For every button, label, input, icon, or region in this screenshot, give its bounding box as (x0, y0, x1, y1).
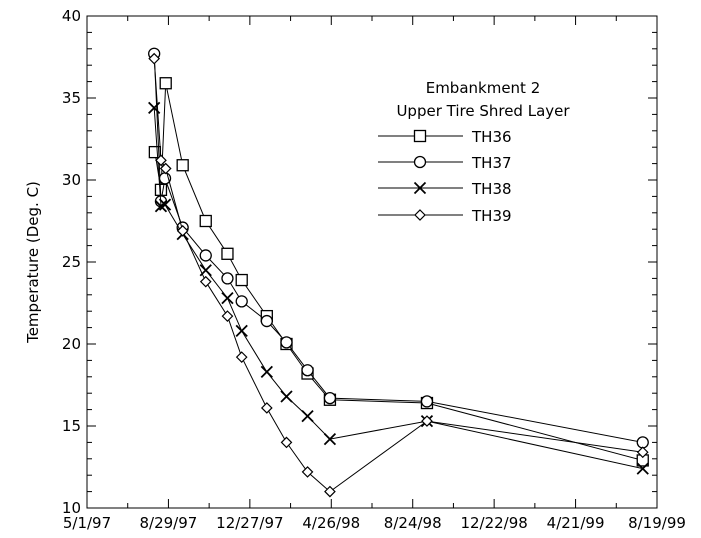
legend-item-th39: TH39 (378, 207, 512, 225)
axis-ticks (87, 16, 657, 508)
legend-title-line-1: Embankment 2 (426, 79, 541, 97)
legend-title-line-2: Upper Tire Shred Layer (396, 102, 570, 120)
x-tick-label: 12/22/98 (460, 514, 527, 532)
th38-point (281, 391, 292, 402)
th38-point (222, 293, 233, 304)
th37-point (236, 296, 247, 307)
y-tick-label: 15 (62, 417, 81, 435)
th39-point (282, 437, 292, 447)
y-axis-label: Temperature (Deg. C) (24, 181, 42, 344)
th36-point (160, 78, 171, 89)
legend-marker-th39 (415, 210, 425, 220)
th36-point (236, 275, 247, 286)
x-tick-label: 8/24/98 (384, 514, 442, 532)
legend-marker-th36 (415, 131, 426, 142)
th37-point (200, 250, 211, 261)
x-tick-labels: 5/1/97 8/29/97 12/27/97 4/26/98 8/24/98 12/22… (63, 514, 686, 532)
y-tick-label: 30 (62, 171, 81, 189)
y-tick-label: 40 (62, 7, 81, 25)
legend-label-th38: TH38 (471, 180, 512, 198)
th36-point (222, 248, 233, 259)
th38-point (302, 411, 313, 422)
y-tick-label: 10 (62, 499, 81, 517)
x-tick-label: 8/29/97 (140, 514, 198, 532)
th37-point (324, 393, 335, 404)
th37-point (637, 437, 648, 448)
th36-point (200, 216, 211, 227)
legend-label-th36: TH36 (471, 128, 512, 146)
legend-label-th37: TH37 (471, 154, 512, 172)
th37-point (302, 365, 313, 376)
th37-point (281, 337, 292, 348)
th39-point (201, 277, 211, 287)
th38-point (261, 366, 272, 377)
legend-marker-th37 (415, 157, 426, 168)
series-th38 (149, 102, 649, 474)
x-tick-label: 12/27/97 (216, 514, 283, 532)
th37-point (222, 273, 233, 284)
th39-point (222, 311, 232, 321)
legend: Embankment 2 Upper Tire Shred Layer TH36… (378, 79, 570, 225)
plot-area-frame (87, 16, 657, 508)
th36-point (177, 160, 188, 171)
y-tick-labels: 10 15 20 25 30 35 40 (62, 7, 81, 517)
y-tick-label: 20 (62, 335, 81, 353)
th38-point (324, 434, 335, 445)
legend-label-th39: TH39 (471, 207, 512, 225)
th37-point (261, 316, 272, 327)
legend-item-th38: TH38 (378, 180, 512, 198)
th39-point (237, 352, 247, 362)
legend-item-th37: TH37 (378, 154, 512, 172)
y-tick-label: 35 (62, 89, 81, 107)
th39-point (262, 403, 272, 413)
x-tick-label: 4/26/98 (302, 514, 360, 532)
th38-point (236, 325, 247, 336)
legend-item-th36: TH36 (378, 128, 512, 146)
th36-line (155, 83, 643, 460)
x-tick-label: 4/21/99 (547, 514, 605, 532)
x-tick-label: 8/19/99 (628, 514, 686, 532)
y-tick-label: 25 (62, 253, 81, 271)
th37-point (421, 396, 432, 407)
